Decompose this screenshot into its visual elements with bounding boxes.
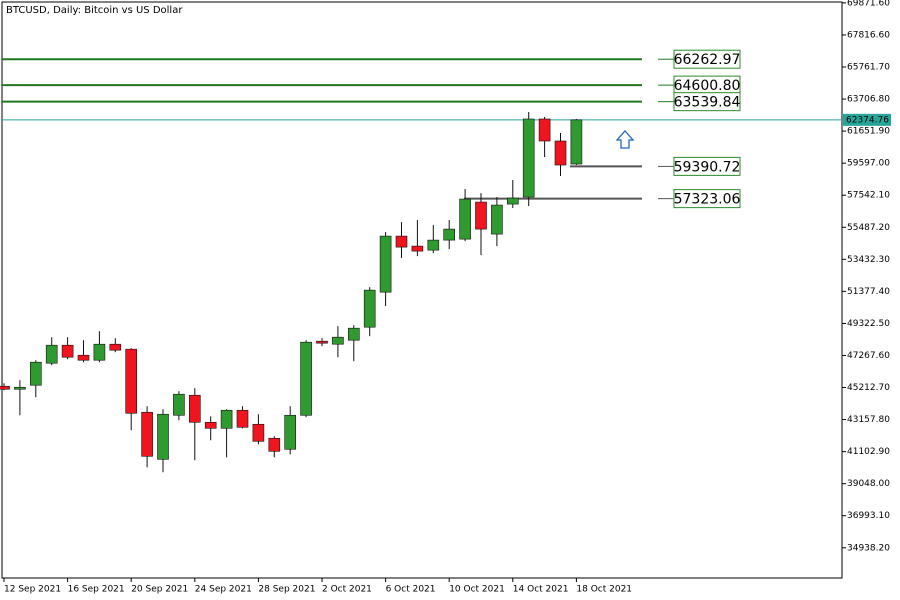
candle-body bbox=[125, 348, 137, 414]
plot-frame bbox=[1, 1, 843, 579]
candle-body bbox=[173, 393, 185, 416]
candle-body bbox=[316, 340, 328, 344]
x-tick-label: 12 Sep 2021 bbox=[4, 585, 61, 595]
candle-body bbox=[379, 235, 392, 293]
y-tick-label: 63706.80 bbox=[847, 95, 890, 105]
candle-body bbox=[268, 437, 281, 452]
candle-body bbox=[300, 341, 312, 416]
candle-body bbox=[459, 198, 471, 240]
level-label: 57323.06 bbox=[674, 192, 741, 208]
y-tick-label: 57542.10 bbox=[847, 191, 890, 201]
candle-body bbox=[411, 245, 424, 252]
candle-body bbox=[522, 118, 535, 198]
candle-body bbox=[61, 344, 74, 358]
x-tick-label: 6 Oct 2021 bbox=[386, 585, 436, 595]
candle-body bbox=[77, 354, 90, 361]
y-tick-label: 69871.60 bbox=[847, 0, 890, 8]
candle-body bbox=[204, 421, 217, 429]
y-tick-label: 53432.30 bbox=[847, 255, 890, 265]
candle-body bbox=[93, 343, 106, 361]
candle-body bbox=[538, 118, 551, 142]
candle-body bbox=[475, 201, 487, 230]
y-tick-label: 47267.60 bbox=[847, 351, 890, 361]
candle-body bbox=[141, 411, 153, 457]
candle-body bbox=[332, 336, 344, 345]
x-tick-label: 16 Sep 2021 bbox=[68, 585, 125, 595]
x-tick-label: 20 Sep 2021 bbox=[131, 585, 188, 595]
candle-body bbox=[443, 228, 456, 241]
y-tick-label: 36993.10 bbox=[847, 511, 890, 521]
candle-body bbox=[220, 409, 233, 429]
x-tick-label: 18 Oct 2021 bbox=[576, 585, 632, 595]
y-tick-label: 45212.70 bbox=[847, 383, 890, 393]
candle-body bbox=[109, 343, 122, 351]
y-tick-label: 41102.90 bbox=[847, 447, 890, 457]
level-label-box bbox=[673, 189, 741, 209]
y-tick-label: 49322.50 bbox=[847, 319, 890, 329]
candle-body bbox=[29, 361, 42, 386]
candle-body bbox=[284, 414, 297, 450]
candle-body bbox=[252, 423, 265, 442]
candle-body bbox=[491, 204, 503, 235]
level-label-box bbox=[673, 49, 741, 69]
y-tick-label: 43157.80 bbox=[847, 415, 890, 425]
candle-body bbox=[554, 140, 567, 166]
candle-body bbox=[395, 235, 408, 248]
y-tick-label: 55487.20 bbox=[847, 223, 890, 233]
x-tick-label: 2 Oct 2021 bbox=[322, 585, 372, 595]
candle-body bbox=[363, 289, 376, 328]
candle-body bbox=[157, 413, 169, 460]
level-label-box bbox=[673, 92, 741, 112]
candle-body bbox=[570, 119, 583, 165]
candle-body bbox=[45, 344, 58, 364]
current-price-label: 62374.76 bbox=[846, 115, 889, 125]
x-tick-label: 24 Sep 2021 bbox=[195, 585, 252, 595]
y-tick-label: 51377.40 bbox=[847, 287, 890, 297]
candle-body bbox=[14, 386, 26, 390]
y-tick-label: 65761.70 bbox=[847, 63, 890, 73]
y-tick-label: 39048.00 bbox=[847, 479, 890, 489]
candle-body bbox=[236, 409, 249, 428]
level-label: 64600.80 bbox=[674, 78, 741, 94]
chart-title: BTCUSD, Daily: Bitcoin vs US Dollar bbox=[6, 5, 183, 16]
candle-body bbox=[0, 385, 10, 390]
level-label: 59390.72 bbox=[674, 159, 741, 175]
level-label: 66262.97 bbox=[674, 52, 741, 68]
candle-body bbox=[506, 197, 519, 205]
x-tick-label: 14 Oct 2021 bbox=[513, 585, 569, 595]
candle-body bbox=[427, 239, 440, 251]
y-tick-label: 34938.20 bbox=[847, 543, 890, 553]
current-price-box bbox=[843, 113, 891, 126]
candle-body bbox=[189, 394, 201, 423]
x-tick-label: 28 Sep 2021 bbox=[258, 585, 315, 595]
level-label: 63539.84 bbox=[674, 95, 741, 111]
y-tick-label: 67816.60 bbox=[847, 30, 890, 40]
candle-body bbox=[347, 327, 360, 341]
level-label-box bbox=[673, 156, 741, 176]
y-tick-label: 61651.90 bbox=[847, 127, 890, 137]
y-tick-label: 59597.00 bbox=[847, 159, 890, 169]
x-tick-label: 10 Oct 2021 bbox=[449, 585, 505, 595]
up-arrow bbox=[615, 130, 635, 149]
